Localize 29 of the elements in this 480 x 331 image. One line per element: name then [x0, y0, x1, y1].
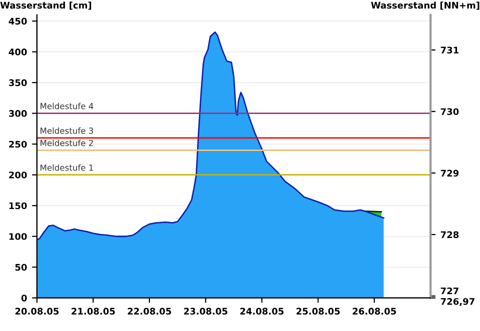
ref-line-label: Meldestufe 1 — [40, 164, 93, 171]
y-tick-label: 200 — [9, 172, 27, 178]
y-axis-title: Wasserstand [cm] — [0, 2, 92, 10]
y-tick-label: 250 — [9, 140, 27, 148]
x-tick-label: 22.08.05 — [128, 308, 172, 315]
x-tick-label: 26.08.05 — [352, 308, 396, 315]
ref-line-label: Meldestufe 2 — [40, 140, 93, 146]
y2-tick-label: 730 — [440, 108, 459, 116]
y-tick-label: 300 — [8, 110, 27, 117]
x-tick-label: 24.08.05 — [240, 308, 284, 315]
ref-line-label: Meldestufe 3 — [40, 127, 94, 134]
y-tick-label: 450 — [8, 18, 27, 25]
y2-tick-label: 729 — [440, 170, 459, 177]
x-tick-label: 21.08.05 — [72, 308, 115, 315]
x-tick-label: 25.08.05 — [296, 308, 340, 315]
y2-tick-label: 726,97 — [440, 298, 474, 306]
x-tick-label: 23.08.05 — [184, 308, 228, 315]
y2-tick-label: 731 — [440, 46, 459, 54]
y2-axis-title: Wasserstand [NN+m] — [371, 2, 480, 10]
y2-tick-label: 728 — [440, 231, 459, 238]
y-tick-label: 50 — [15, 264, 27, 271]
y-tick-label: 350 — [8, 79, 27, 86]
y-tick-label: 400 — [8, 48, 27, 56]
y-tick-label: 0 — [21, 294, 27, 302]
y-tick-label: 150 — [9, 202, 27, 210]
y-tick-label: 100 — [9, 233, 27, 240]
ref-line-label: Meldestufe 4 — [40, 102, 94, 110]
y2-tick-label: 727 — [440, 287, 458, 294]
x-tick-label: 20.08.05 — [15, 308, 59, 315]
